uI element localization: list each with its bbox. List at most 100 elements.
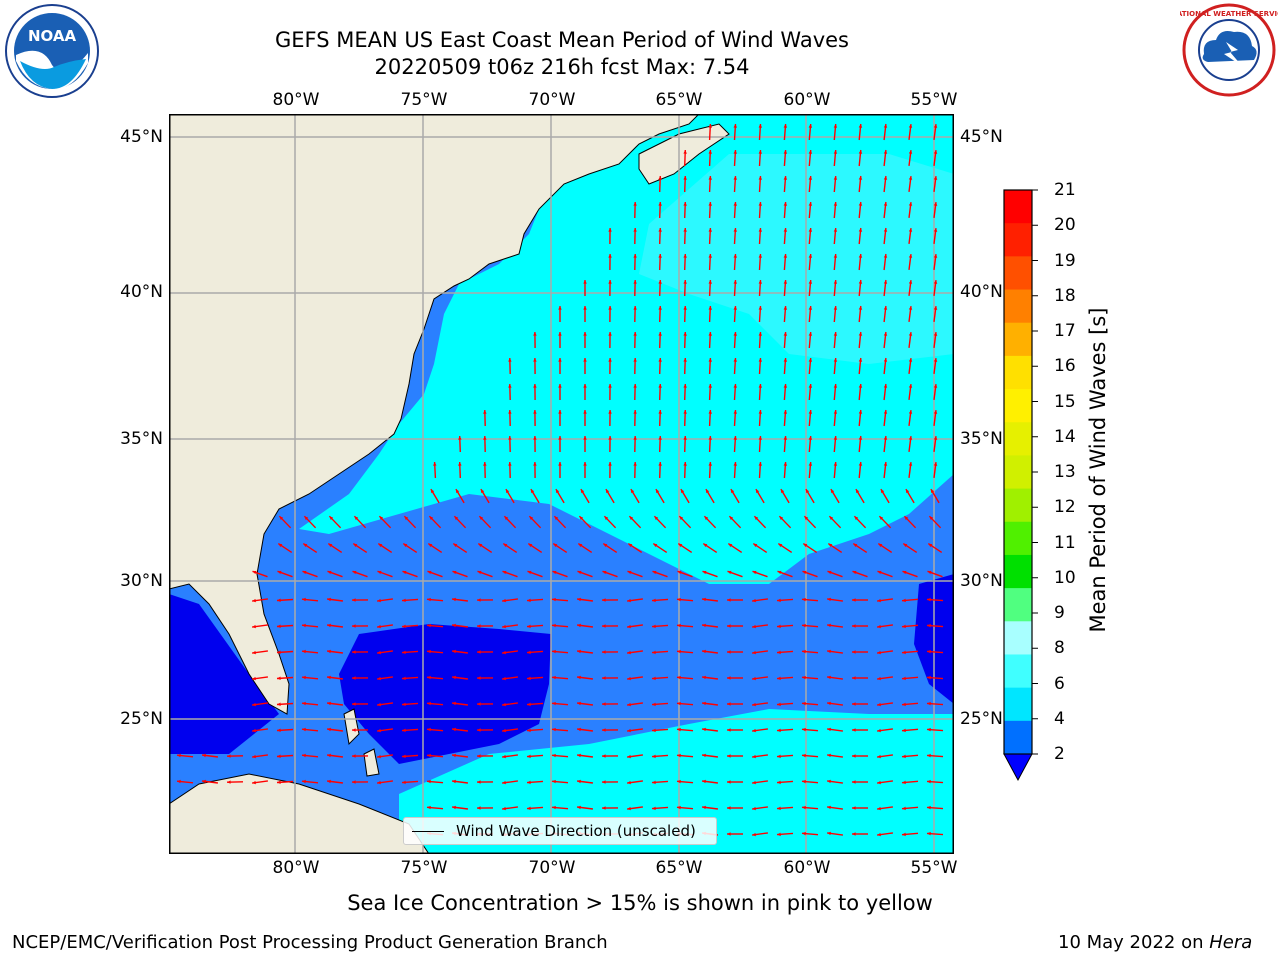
wave-arrow-head <box>833 176 838 180</box>
wave-arrow-head <box>727 832 731 836</box>
wave-arrow-head <box>852 754 856 758</box>
wave-arrow-head <box>602 702 606 706</box>
wave-arrow-head <box>602 598 606 602</box>
lon-label-top-55w: 55°W <box>910 90 958 110</box>
wave-arrow-head <box>427 753 431 758</box>
wave-arrow-head <box>527 702 531 707</box>
wave-arrow-head <box>752 728 756 733</box>
wave-arrow-head <box>633 306 637 310</box>
wave-arrow-head <box>605 489 610 494</box>
wave-arrow-head <box>858 332 863 336</box>
wave-arrow-head <box>777 754 781 759</box>
wave-arrow-head <box>652 624 656 629</box>
lat-label-left-45n: 45°N <box>120 127 163 147</box>
wave-arrow-head <box>452 675 456 680</box>
wave-arrow-head <box>927 805 931 810</box>
wave-arrow-head <box>277 676 281 680</box>
wave-arrow-head <box>302 779 306 784</box>
wave-arrow-head <box>680 489 685 494</box>
wave-arrow-head <box>683 410 687 414</box>
wave-arrow-head <box>883 410 888 414</box>
wave-arrow-head <box>328 543 333 548</box>
wave-arrow-head <box>808 332 813 336</box>
wave-arrow-head <box>627 780 631 785</box>
wave-arrow-head <box>427 570 432 575</box>
wave-arrow-head <box>908 176 913 180</box>
wave-arrow-head <box>733 436 737 440</box>
wave-arrow-head <box>633 384 637 388</box>
wave-arrow-head <box>708 358 712 362</box>
wave-arrow-head <box>633 358 637 362</box>
legend-line-sample <box>412 831 444 832</box>
wave-arrow-head <box>508 384 512 388</box>
wave-arrow-head <box>552 597 556 602</box>
wave-arrow-head <box>352 728 356 732</box>
wave-arrow-head <box>927 570 932 575</box>
wave-arrow-head <box>805 489 810 494</box>
wave-arrow-head <box>277 598 281 602</box>
colorbar-tick-label: 4 <box>1054 708 1065 729</box>
wave-arrow-head <box>502 624 506 629</box>
wave-arrow-head <box>377 754 381 759</box>
sea-ice-caption: Sea Ice Concentration > 15% is shown in … <box>347 891 933 915</box>
wave-arrow-head <box>702 753 706 758</box>
wave-arrow-head <box>477 676 481 680</box>
wave-arrow-head <box>633 254 637 258</box>
wave-arrow-head <box>403 543 408 548</box>
wave-arrow-head <box>502 806 506 811</box>
wave-arrow-head <box>758 228 762 232</box>
wave-arrow-head <box>452 623 456 628</box>
map-legend: Wind Wave Direction (unscaled) <box>403 817 717 845</box>
wave-arrow-head <box>727 780 731 784</box>
wave-arrow-head <box>527 650 531 655</box>
wave-arrow-head <box>858 228 863 232</box>
wave-arrow-head <box>658 384 662 388</box>
wave-arrow-head <box>458 436 462 440</box>
wave-arrow-head <box>402 780 406 784</box>
wave-arrow-head <box>783 124 788 128</box>
wave-arrow-head <box>683 150 687 154</box>
wave-arrow-head <box>883 280 888 284</box>
wave-arrow-head <box>658 332 662 336</box>
wave-arrow-head <box>858 436 863 440</box>
wave-arrow-head <box>708 254 712 258</box>
wave-arrow-head <box>502 754 506 759</box>
wave-arrow-head <box>583 436 587 440</box>
wave-arrow-head <box>927 727 931 732</box>
wave-arrow-head <box>480 489 485 494</box>
wave-arrow-head <box>883 124 888 128</box>
colorbar-tick-label: 9 <box>1054 603 1065 623</box>
wave-arrow-head <box>928 543 933 548</box>
wave-arrow-head <box>855 489 860 494</box>
colorbar-tick-label: 21 <box>1054 180 1076 200</box>
wave-arrow-head <box>733 332 737 336</box>
wave-arrow-head <box>727 570 732 575</box>
wave-arrow-head <box>783 384 788 388</box>
colorbar-segment <box>1004 521 1032 556</box>
wave-arrow-head <box>902 650 906 655</box>
lon-label-bottom-55w: 55°W <box>910 858 958 878</box>
wave-arrow-head <box>758 384 762 388</box>
wave-arrow-head <box>708 384 712 388</box>
wave-arrow-head <box>577 597 581 602</box>
wave-arrow-head <box>277 650 281 654</box>
wave-arrow-head <box>833 306 838 310</box>
wave-arrow-head <box>277 728 281 732</box>
wave-arrow-head <box>302 753 306 758</box>
wave-arrow-head <box>808 176 813 180</box>
wave-arrow-head <box>552 753 556 758</box>
wave-arrow-head <box>252 780 256 785</box>
wave-arrow-head <box>908 280 913 284</box>
lon-label-top-60w: 60°W <box>783 90 831 110</box>
wave-arrow-head <box>652 806 656 811</box>
wave-arrow-head <box>683 332 687 336</box>
wave-arrow-head <box>552 779 556 784</box>
wave-arrow-head <box>302 727 306 732</box>
wave-arrow-head <box>833 254 838 258</box>
wave-arrow-head <box>633 462 637 466</box>
wave-arrow-head <box>683 462 687 466</box>
wave-arrow-head <box>430 489 435 494</box>
wave-arrow-head <box>683 436 687 440</box>
footer-branch: NCEP/EMC/Verification Post Processing Pr… <box>12 932 608 953</box>
wave-arrow-head <box>658 306 662 310</box>
